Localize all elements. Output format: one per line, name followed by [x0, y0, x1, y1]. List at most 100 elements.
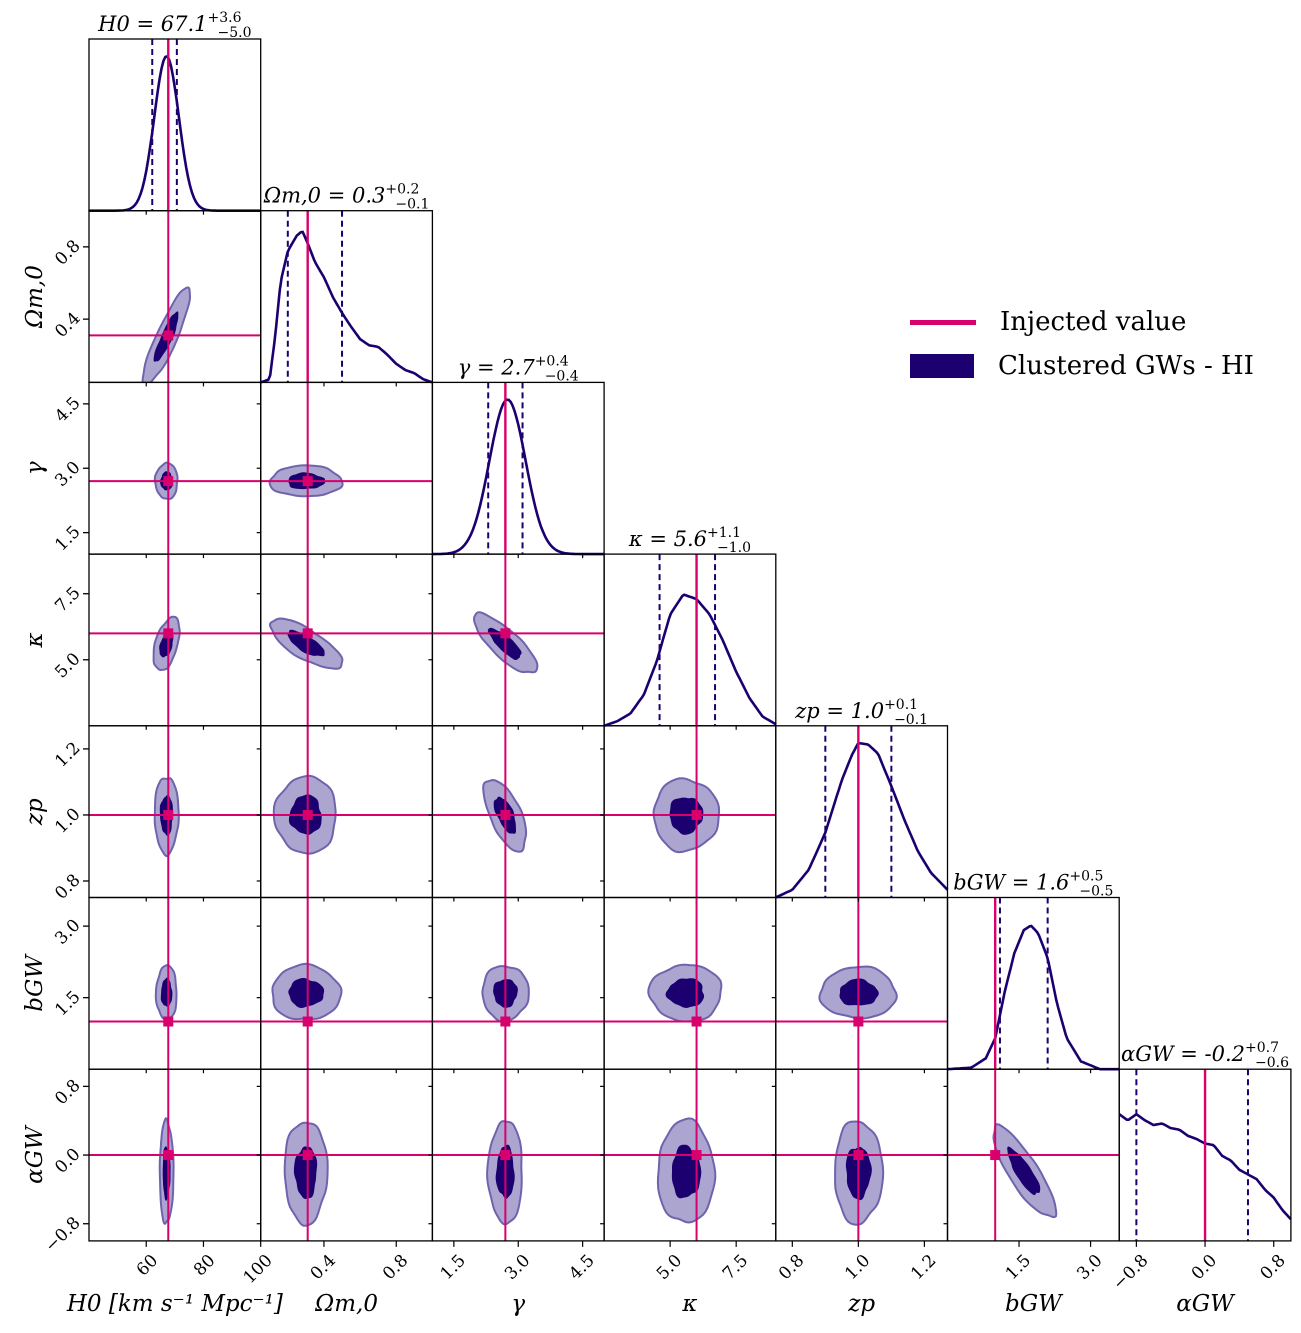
panel-frame	[946, 896, 1120, 1070]
y-axis-label-kappa: κ	[22, 632, 48, 648]
panel-bGW-vs-Om	[256, 896, 434, 1074]
panel-kappa-vs-gamma	[428, 553, 605, 730]
x-axis-label-gamma: γ	[511, 1291, 525, 1317]
panel-kappa-vs-H0: 5.0 7.5	[51, 553, 262, 730]
title-main: αGW = -0.2	[1121, 1042, 1245, 1066]
panel-title: zp = 1.0+0.1 −0.1	[794, 697, 928, 728]
x-tick-label: 3.0	[1073, 1251, 1106, 1284]
marginal-curve	[775, 741, 949, 899]
x-tick-label: 7.5	[719, 1251, 752, 1284]
panel-title: γ = 2.7+0.4 −0.4	[458, 353, 579, 384]
panel-zp-vs-Om	[256, 725, 434, 902]
panel-contours	[154, 963, 178, 1022]
panel-contours	[647, 963, 723, 1023]
y-tick-label: 1.5	[51, 522, 84, 555]
panel-hist-kappa: κ = 5.6+1.1 −1.0	[603, 525, 777, 730]
injected-marker	[691, 809, 702, 820]
injected-marker	[990, 1150, 1001, 1161]
panel-bGW-vs-H0: 1.5 3.0	[51, 896, 262, 1074]
panel-contours	[992, 1123, 1058, 1219]
contour-inner	[1007, 1146, 1041, 1196]
panel-bGW-vs-gamma	[428, 896, 605, 1074]
panel-aGW-vs-H0: −0.8 0.0 0.8 60 80 100	[41, 1068, 277, 1288]
panel-hist-H0: H0 = 67.1+3.6 −5.0	[88, 10, 262, 215]
y-tick-label: 0.0	[51, 1144, 84, 1177]
y-axis-label-gamma: γ	[22, 461, 48, 475]
title-err-plus: +0.4	[535, 353, 569, 369]
panel-gamma-vs-H0: 1.5 3.0 4.5	[51, 381, 262, 559]
y-axis-label-Om: Ωm,0	[22, 265, 48, 329]
x-axis-label-kappa: κ	[681, 1291, 697, 1317]
x-axis-label-zp: zp	[847, 1291, 875, 1317]
panel-zp-vs-H0: 0.8 1.0 1.2	[51, 725, 262, 904]
panel-aGW-vs-bGW: 1.5 3.0	[943, 1068, 1120, 1284]
panel-contours	[283, 1121, 329, 1227]
title-err-plus: +0.1	[884, 697, 918, 713]
title-err-minus: −0.1	[894, 712, 928, 728]
y-tick-label: 3.0	[51, 916, 84, 949]
legend-item-injected: Injected value	[910, 300, 1290, 344]
x-tick-label: 0.4	[307, 1251, 340, 1284]
y-tick-label: 0.8	[51, 870, 84, 903]
panel-frame	[88, 210, 262, 384]
x-axis-label-bGW: bGW	[1005, 1291, 1064, 1317]
title-main: zp = 1.0	[794, 699, 884, 723]
panel-contours	[268, 617, 344, 670]
y-tick-label: 5.0	[51, 649, 84, 682]
marginal-curve	[947, 924, 1120, 1071]
title-err-minus: −0.1	[395, 197, 429, 213]
injected-marker	[302, 1150, 313, 1161]
panel-hist-bGW: bGW = 1.6+0.5 −0.5	[946, 869, 1120, 1074]
contour-inner	[160, 977, 173, 1008]
x-axis-label-H0: H0 [km s⁻¹ Mpc⁻¹]	[66, 1291, 283, 1317]
y-tick-label: −0.8	[41, 1213, 84, 1256]
panel-aGW-vs-Om: 0.4 0.8	[256, 1068, 434, 1284]
injected-marker	[853, 1016, 864, 1027]
injected-marker	[691, 1016, 702, 1027]
panel-frame	[260, 210, 434, 384]
injected-marker	[163, 1150, 174, 1161]
x-tick-label: 3.0	[501, 1251, 534, 1284]
panel-kappa-vs-Om	[256, 553, 434, 730]
injected-marker	[691, 1150, 702, 1161]
title-err-minus: −5.0	[218, 25, 252, 41]
panel-contours	[656, 1117, 717, 1224]
y-tick-label: 0.4	[51, 309, 84, 342]
y-tick-label: 1.2	[51, 738, 84, 771]
x-tick-label: 5.0	[653, 1251, 686, 1284]
title-err-plus: +1.1	[707, 525, 741, 541]
panel-aGW-vs-kappa: 5.0 7.5	[600, 1068, 777, 1284]
legend-swatch-injected	[910, 319, 976, 325]
y-tick-label: 0.8	[51, 1076, 84, 1109]
panel-zp-vs-kappa	[600, 725, 777, 902]
injected-marker	[163, 476, 174, 487]
y-axis-label-aGW: αGW	[22, 1124, 48, 1184]
panel-contours	[158, 1117, 175, 1225]
panel-hist-Om: Ωm,0 = 0.3+0.2 −0.1	[260, 182, 434, 387]
contour-inner	[288, 978, 325, 1009]
title-err-plus: +0.5	[1069, 869, 1103, 885]
panel-hist-gamma: γ = 2.7+0.4 −0.4	[431, 353, 605, 559]
title-err-minus: −0.6	[1255, 1055, 1289, 1071]
y-tick-label: 0.8	[51, 236, 84, 269]
title-main: γ = 2.7	[458, 355, 536, 379]
injected-marker	[500, 1016, 511, 1027]
x-tick-label: −0.8	[1109, 1251, 1152, 1294]
x-tick-label: 60	[133, 1251, 162, 1280]
y-tick-label: 4.5	[51, 393, 84, 426]
x-tick-label: 0.8	[1256, 1251, 1289, 1284]
x-axis-label-Om: Ωm,0	[314, 1291, 378, 1317]
x-tick-label: 1.2	[907, 1251, 940, 1284]
injected-marker	[163, 628, 174, 639]
title-err-minus: −0.4	[545, 368, 579, 384]
y-axis-label-zp: zp	[22, 798, 48, 826]
panel-Om-vs-H0: 0.4 0.8	[51, 210, 262, 387]
injected-marker	[302, 1016, 313, 1027]
panel-aGW-vs-zp: 0.8 1.0 1.2	[771, 1068, 949, 1284]
legend-label-posterior: Clustered GWs - HI	[998, 351, 1254, 381]
x-tick-label: 0.8	[379, 1251, 412, 1284]
title-err-plus: +0.2	[385, 182, 419, 198]
x-tick-label: 100	[240, 1251, 277, 1288]
legend-item-posterior: Clustered GWs - HI	[910, 344, 1290, 388]
